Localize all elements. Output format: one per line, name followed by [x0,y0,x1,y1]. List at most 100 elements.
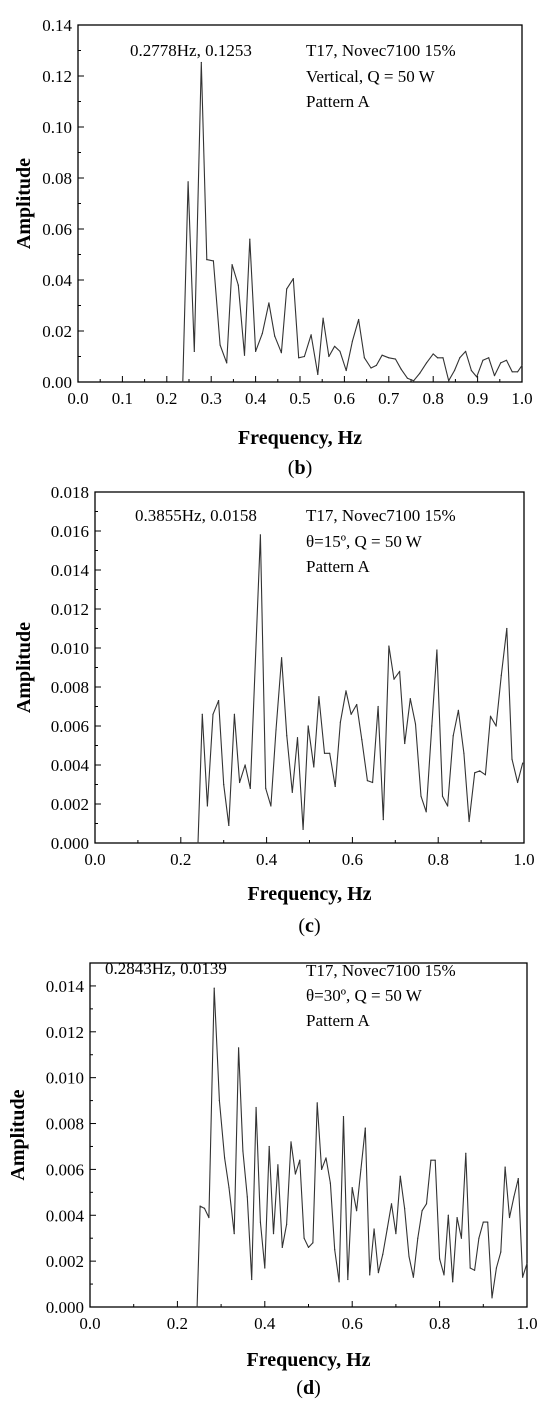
data-point [465,350,467,352]
data-point [400,368,402,370]
peak-annotation: 0.3855Hz, 0.0158 [135,506,257,525]
chart-panel-d: 0.0 0.2 0.4 0.6 0.8 1.0 0.000 0.002 0.004 0.006 0.… [7,959,538,1399]
data-point [382,1253,384,1255]
data-point [325,1157,327,1159]
condition-pattern: Pattern A [306,92,370,111]
data-point [233,713,236,715]
data-point [303,1237,305,1239]
data-point [511,758,513,760]
data-point [487,1221,489,1223]
data-point [328,355,330,358]
data-point [493,375,496,377]
data-point [409,698,411,700]
panel-caption: (c) [298,915,320,937]
y-tick-label: 0.014 [51,561,90,580]
data-point [460,1237,463,1239]
data-point [526,1262,528,1265]
data-point [457,709,459,712]
data-point [505,359,508,361]
data-point [430,1159,432,1161]
y-tick-label: 0.008 [51,678,89,697]
data-point [249,238,251,240]
data-point [255,350,257,352]
y-tick-label: 0.004 [51,756,90,775]
data-point [200,61,202,64]
data-point [270,805,272,807]
condition-pattern: Pattern A [306,1011,370,1030]
x-tick-label: 0.6 [342,1314,363,1333]
data-point [251,1278,253,1281]
data-point [334,785,336,788]
data-point [443,1274,445,1276]
data-point [259,534,261,536]
x-tick-label: 0.0 [79,1314,100,1333]
y-tick-label: 0.002 [51,795,89,814]
y-tick-label: 0.10 [42,118,72,137]
x-tick-label: 0.2 [167,1314,188,1333]
data-point [404,1207,406,1209]
data-point [286,1223,288,1226]
condition-fluid: T17, Novec7100 15% [306,41,456,60]
y-tick-label: 0.010 [46,1069,84,1088]
data-point [291,791,293,793]
data-point [434,1159,436,1161]
data-point [447,1214,449,1216]
y-tick-label: 0.010 [51,639,89,658]
y-tick-label: 0.002 [46,1252,84,1271]
x-tick-label: 0.6 [342,850,363,869]
data-point [345,690,347,692]
data-point [364,1127,366,1129]
data-point [242,1150,244,1152]
data-point [338,1281,340,1283]
data-point [302,828,304,830]
data-point [213,987,215,989]
data-point [513,1196,515,1198]
data-point [277,1164,279,1166]
data-point [522,762,524,764]
x-tick-label: 0.8 [428,850,449,869]
x-axis-label: Frequency, Hz [246,1349,370,1371]
data-point [268,1145,270,1148]
x-tick-label: 0.4 [254,1314,276,1333]
data-point [358,318,360,321]
data-point [371,781,374,784]
data-point [296,737,299,739]
data-point [363,357,365,359]
data-point [226,362,228,364]
data-point [322,317,324,319]
data-point [228,824,230,827]
x-tick-label: 0.0 [84,850,105,869]
data-point [206,259,208,261]
data-point [522,1276,524,1278]
y-tick-label: 0.000 [51,834,89,853]
data-point [237,1047,240,1049]
data-point [521,364,523,367]
data-point [244,764,246,766]
data-point [351,340,353,342]
data-point [420,795,422,797]
data-point [506,627,508,630]
data-point [439,1258,441,1260]
data-point [425,1203,428,1205]
data-point [495,1267,498,1269]
data-point [395,1233,397,1235]
data-point [419,372,421,374]
data-point [265,787,267,790]
data-point [182,381,184,383]
data-point [351,1187,353,1189]
y-tick-label: 0.14 [42,16,72,35]
data-point [484,774,486,776]
data-point [500,362,502,364]
y-tick-label: 0.006 [51,717,89,736]
x-tick-label: 0.9 [467,389,488,408]
condition-fluid: T17, Novec7100 15% [306,961,456,980]
y-tick-label: 0.014 [46,977,85,996]
data-point [425,362,428,364]
data-point [355,1210,358,1212]
x-tick-label: 0.8 [429,1314,450,1333]
data-point [470,369,472,372]
data-point [339,721,341,723]
data-point [489,715,492,717]
x-tick-label: 1.0 [511,389,532,408]
data-point [508,1216,511,1219]
